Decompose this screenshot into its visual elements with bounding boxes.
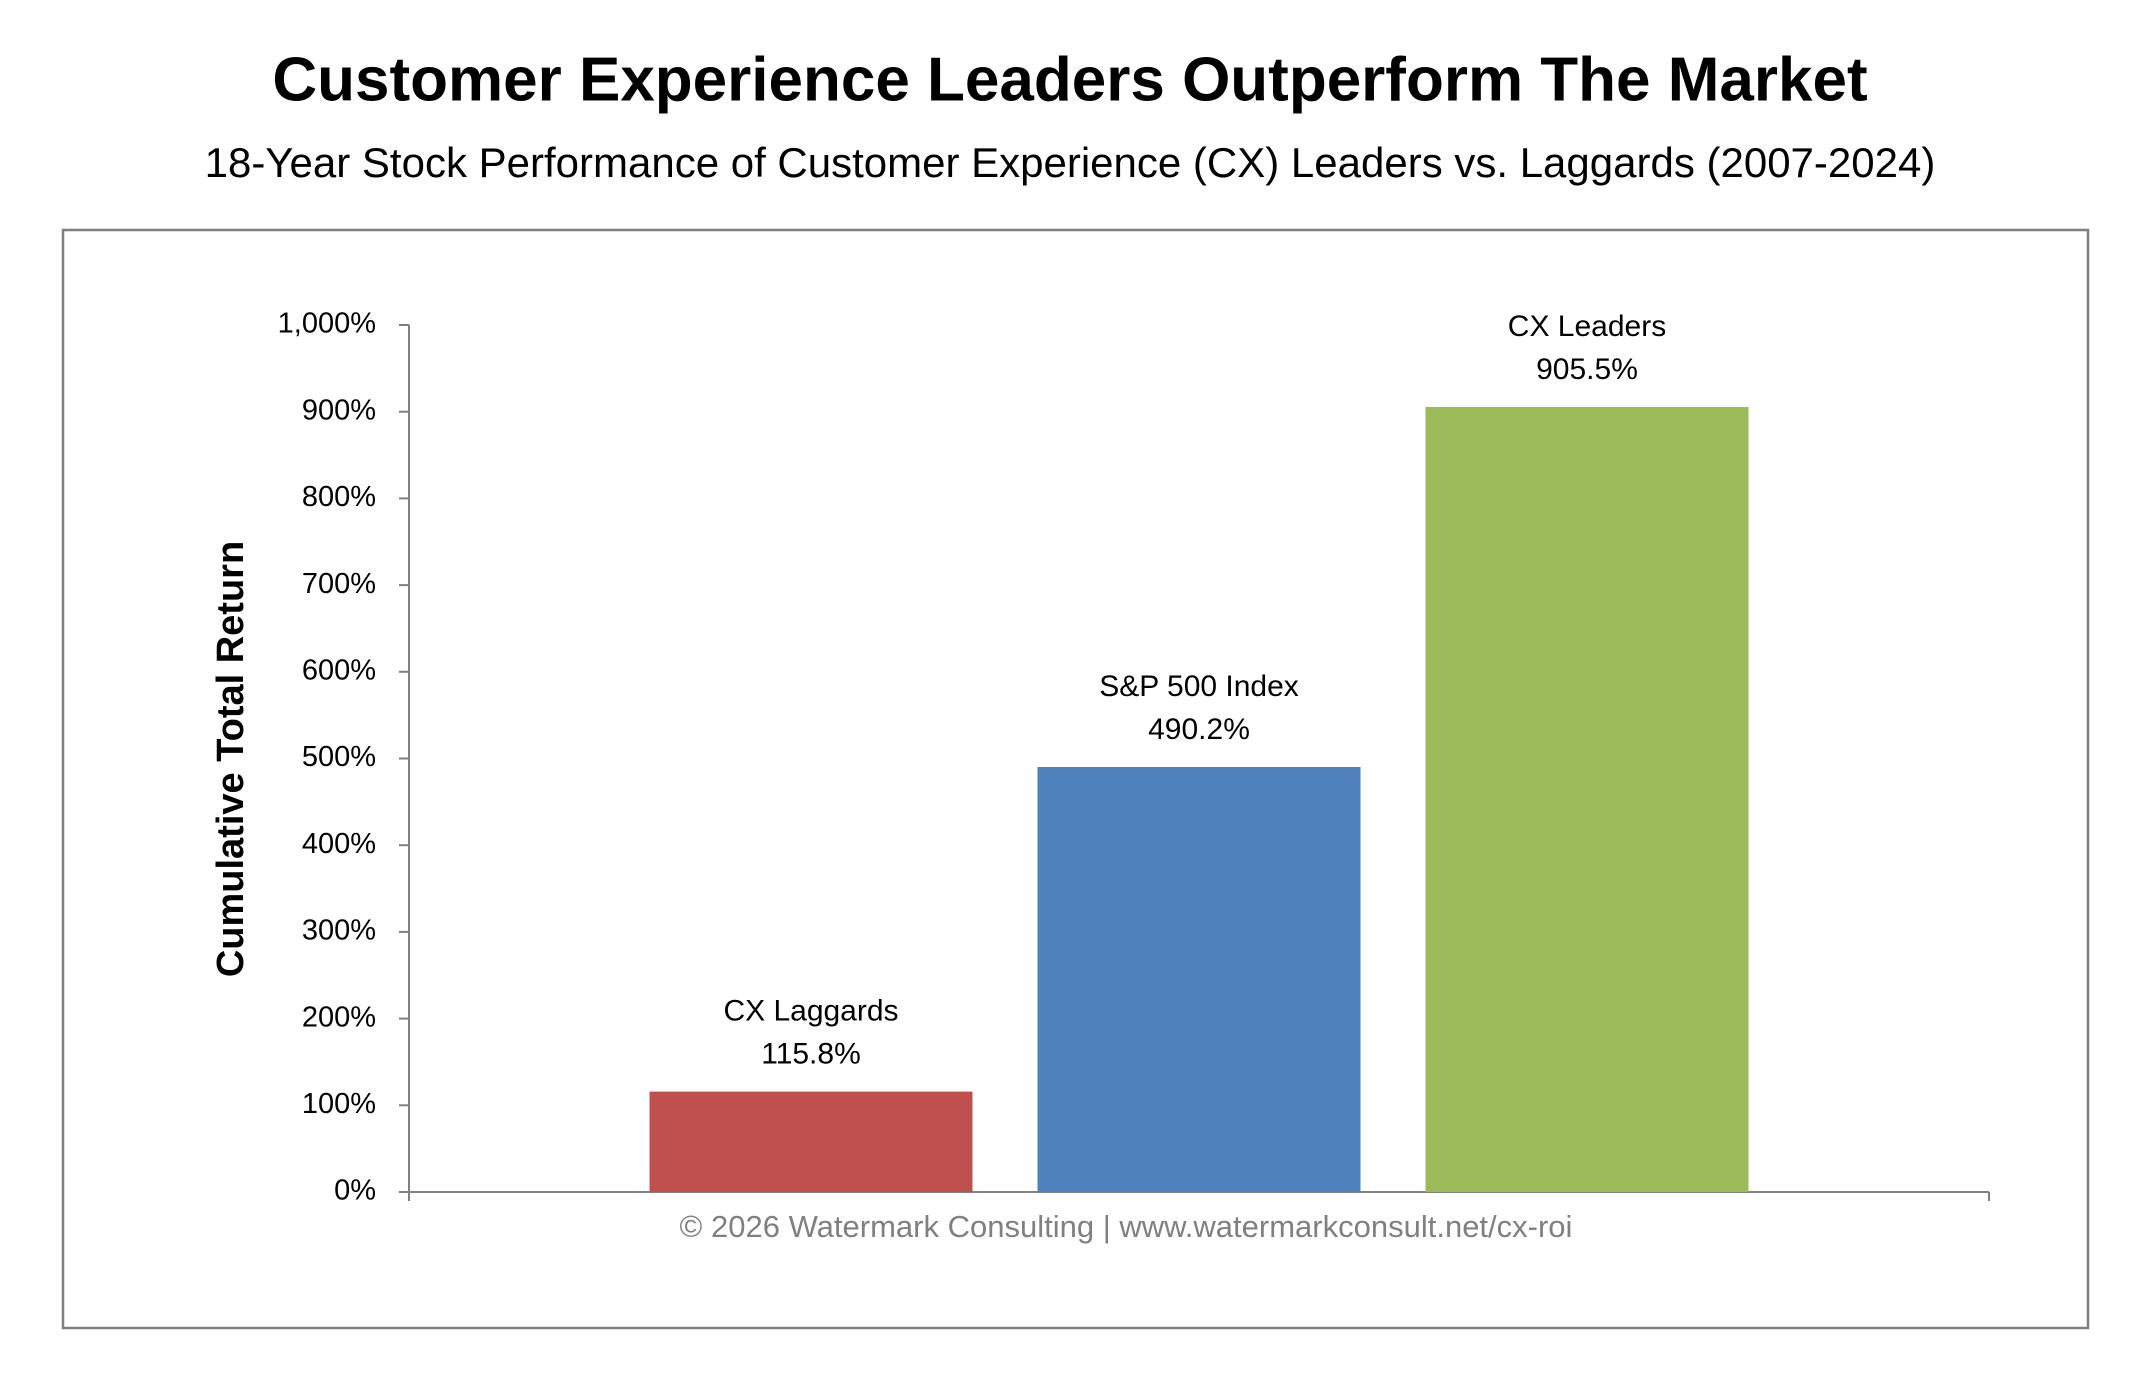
chart-subtitle: 18-Year Stock Performance of Customer Ex…: [205, 139, 1936, 186]
y-tick-label: 600%: [302, 654, 376, 686]
y-axis-label: Cumulative Total Return: [210, 541, 252, 977]
y-tick-label: 800%: [302, 481, 376, 513]
bar: [1037, 766, 1361, 1192]
category-label: CX Leaders: [1508, 310, 1666, 343]
bar: [1425, 406, 1749, 1192]
y-tick-label: 400%: [302, 828, 376, 860]
category-label: S&P 500 Index: [1099, 670, 1299, 703]
value-label: 115.8%: [761, 1038, 861, 1071]
y-tick-label: 0%: [334, 1175, 376, 1207]
y-tick-label: 1,000%: [278, 308, 376, 340]
y-tick-label: 500%: [302, 741, 376, 773]
bar: [649, 1091, 973, 1192]
y-tick-label: 200%: [302, 1001, 376, 1033]
value-label: 490.2%: [1148, 713, 1250, 746]
footer-annotation: © 2026 Watermark Consulting | www.waterm…: [680, 1209, 1573, 1244]
chart-title: Customer Experience Leaders Outperform T…: [272, 45, 1867, 114]
category-label: CX Laggards: [723, 995, 898, 1028]
y-tick-label: 300%: [302, 915, 376, 947]
value-label: 905.5%: [1536, 353, 1638, 386]
y-tick-label: 100%: [302, 1088, 376, 1120]
y-tick-label: 700%: [302, 568, 376, 600]
y-tick-label: 900%: [302, 394, 376, 426]
